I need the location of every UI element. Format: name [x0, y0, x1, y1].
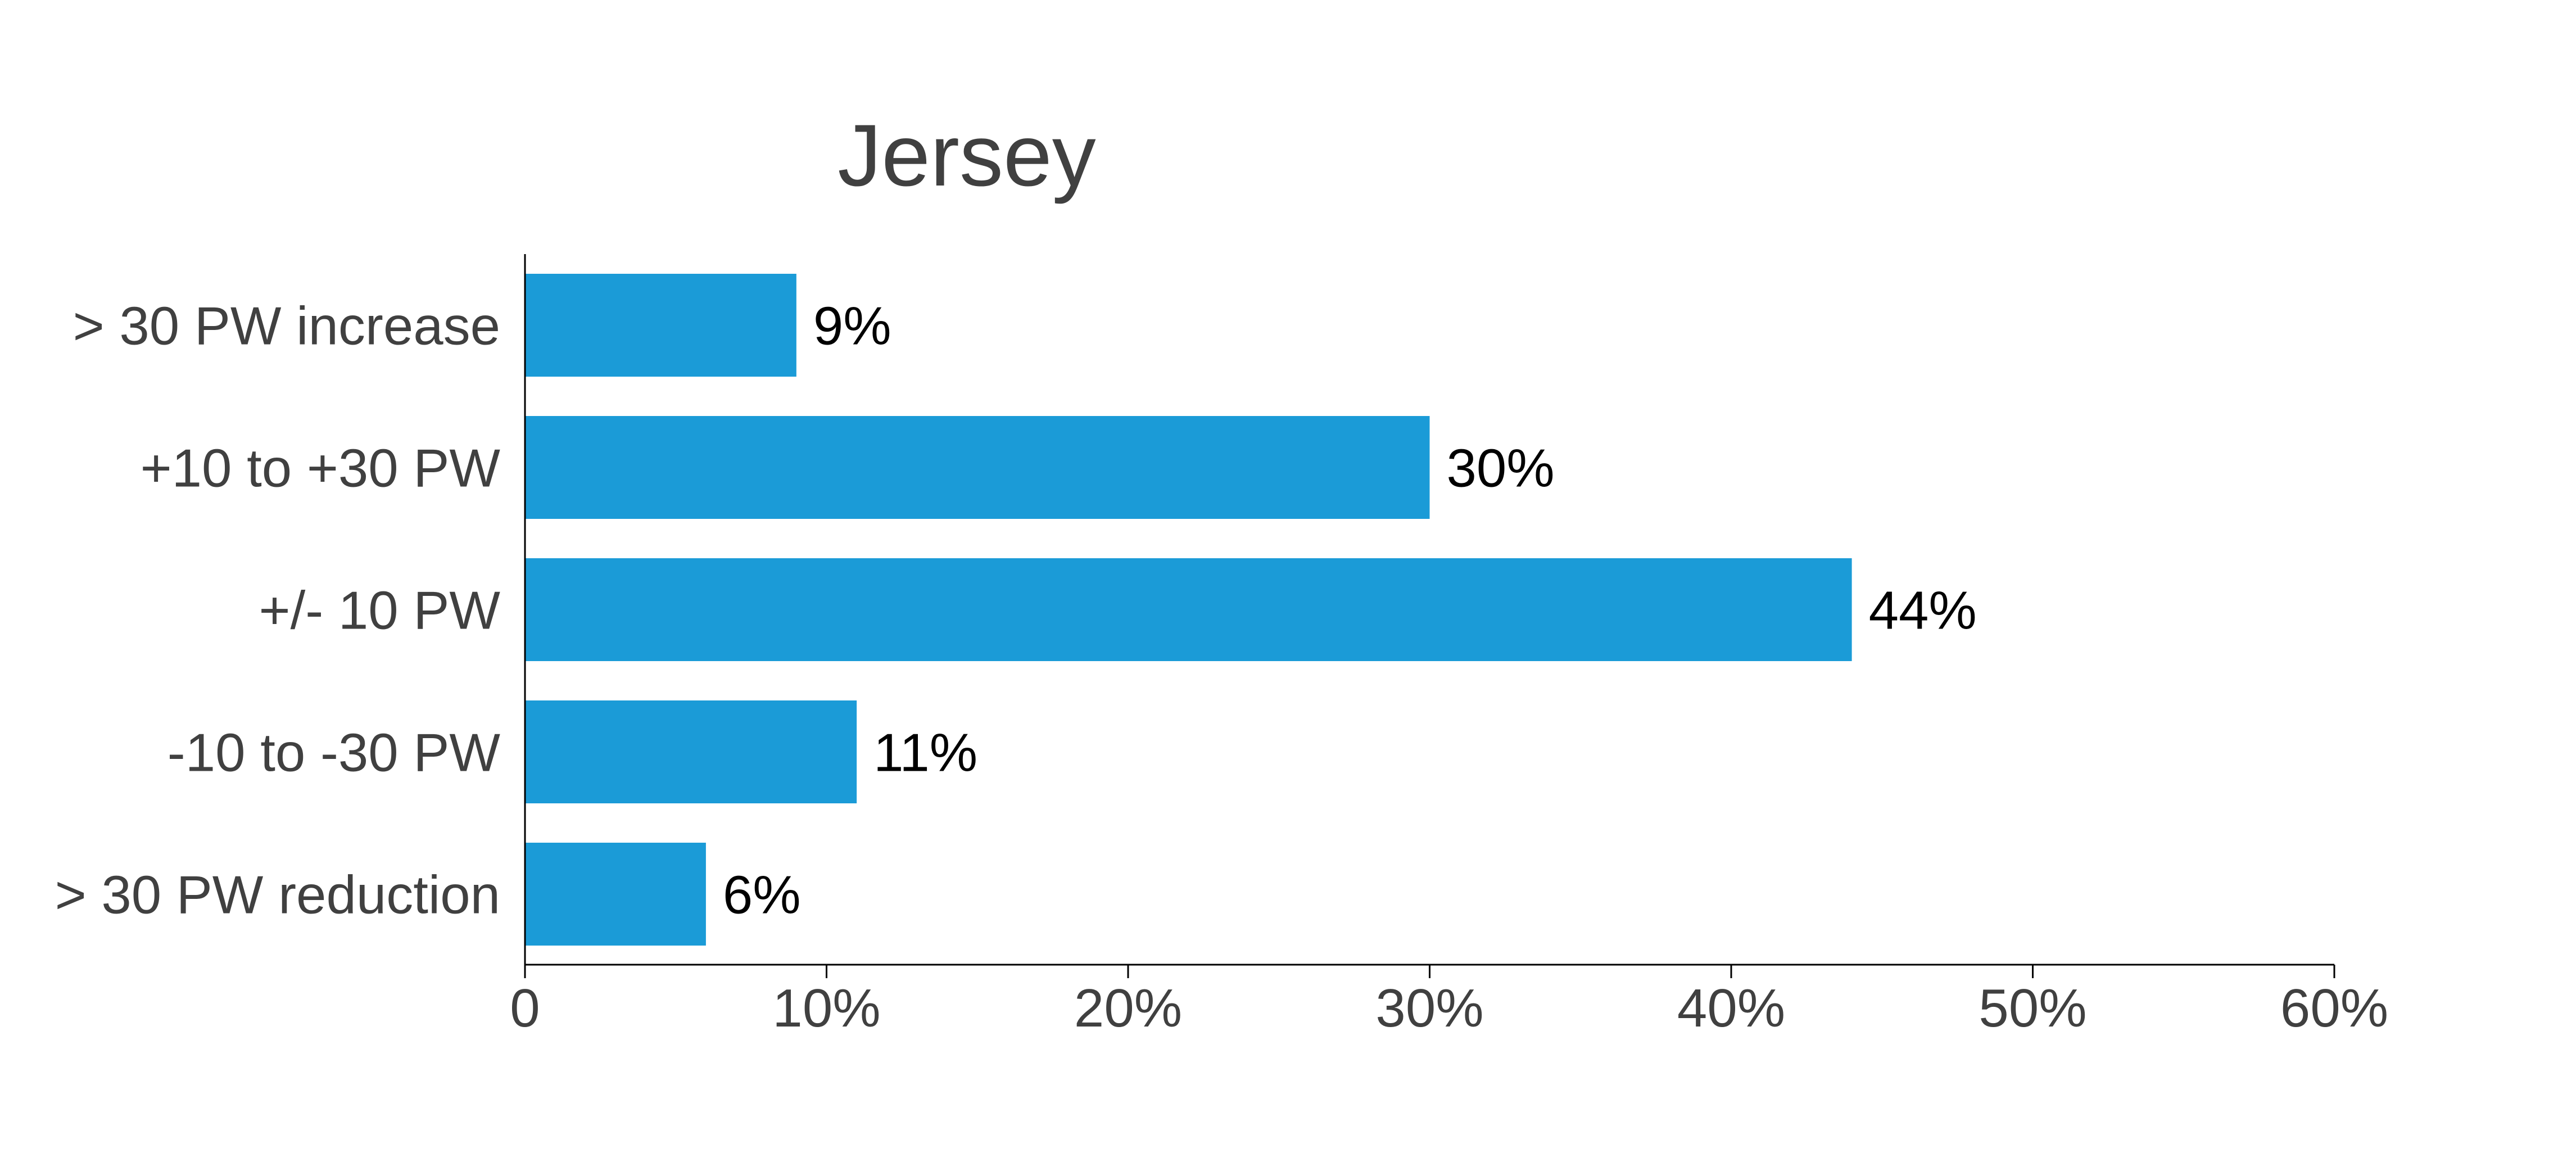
category-label: -10 to -30 PW: [167, 723, 501, 783]
data-label: 44%: [1869, 581, 1977, 641]
bar: [525, 416, 1430, 519]
category-label: > 30 PW increase: [73, 296, 500, 356]
data-label: 9%: [813, 296, 891, 356]
axes-layer: [524, 254, 2335, 978]
bar: [525, 700, 857, 803]
bar: [525, 558, 1852, 661]
data-label: 6%: [723, 865, 801, 925]
x-tick-label: 40%: [1677, 978, 1785, 1038]
category-label: +/- 10 PW: [259, 581, 501, 641]
x-tick-label: 50%: [1979, 978, 2086, 1038]
x-tick-label: 10%: [772, 978, 880, 1038]
x-tick-label: 30%: [1375, 978, 1483, 1038]
bar: [525, 843, 706, 946]
category-label: +10 to +30 PW: [141, 438, 501, 499]
data-label: 30%: [1447, 438, 1555, 499]
x-tick-label: 60%: [2280, 978, 2388, 1038]
category-label: > 30 PW reduction: [55, 865, 500, 925]
x-tick-label: 20%: [1074, 978, 1182, 1038]
chart-title: Jersey: [837, 107, 1095, 205]
bar: [525, 274, 796, 377]
x-tick-label: 0: [510, 978, 540, 1038]
data-label: 11%: [873, 723, 977, 783]
bars-layer: [525, 274, 1852, 946]
labels-layer: > 30 PW increase 9% +10 to +30 PW 30% +/- 10…: [55, 296, 2388, 1039]
